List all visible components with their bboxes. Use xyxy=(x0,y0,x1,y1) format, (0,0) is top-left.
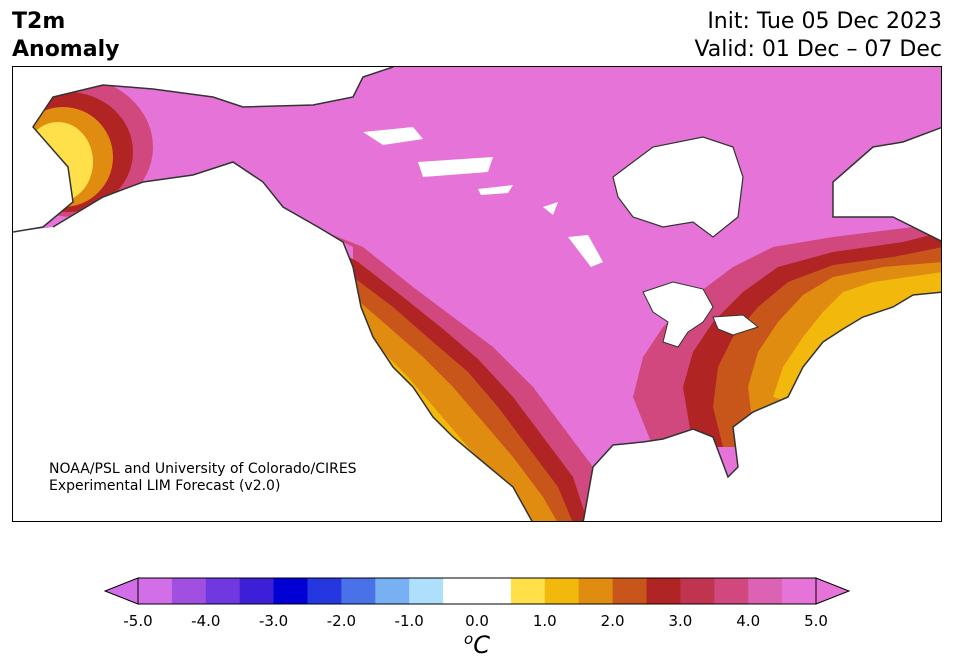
colorbar-tick-label: 5.0 xyxy=(804,612,828,630)
colorbar-tick-label: 3.0 xyxy=(668,612,693,630)
colorbar-segment xyxy=(171,578,207,604)
colorbar-segment xyxy=(714,578,749,604)
colorbar-border xyxy=(137,577,817,605)
colorbar-segment xyxy=(748,578,783,604)
coastline xyxy=(13,67,941,521)
colorbar-segment xyxy=(510,578,546,604)
colorbar-tick-label: -4.0 xyxy=(191,612,221,630)
valid-range: Valid: 01 Dec – 07 Dec xyxy=(694,37,942,62)
map-title: T2m Anomaly xyxy=(12,8,119,64)
colorbar-segment xyxy=(409,578,444,604)
colorbar-segment xyxy=(307,578,342,604)
date-info: Init: Tue 05 Dec 2023 Valid: 01 Dec – 07… xyxy=(694,8,942,64)
colorbar-segment xyxy=(239,578,275,604)
colorbar-segment xyxy=(341,578,376,604)
colorbar: -5.0 -4.0 -3.0 -2.0 -1.0 0.0 1.0 2.0 3.0 4.0 5.0 o… xyxy=(0,570,954,670)
colorbar-segment xyxy=(138,578,173,604)
map-svg xyxy=(13,67,941,521)
colorbar-tick-label: 4.0 xyxy=(736,612,761,630)
colorbar-over-arrow xyxy=(815,577,851,605)
credit-line-1: NOAA/PSL and University of Colorado/CIRE… xyxy=(49,461,357,477)
anomaly-map xyxy=(12,66,942,522)
colorbar-tick-label: -1.0 xyxy=(394,612,424,630)
colorbar-segment xyxy=(646,578,681,604)
colorbar-tick-label: -2.0 xyxy=(326,612,357,630)
colorbar-segment xyxy=(205,578,241,604)
colorbar-segment xyxy=(612,578,647,604)
init-date: Init: Tue 05 Dec 2023 xyxy=(707,9,942,34)
quantity-name: Anomaly xyxy=(12,37,120,62)
colorbar-tick-label: -3.0 xyxy=(258,612,289,630)
colorbar-segment xyxy=(680,578,715,604)
hudson-bay xyxy=(612,136,744,238)
variable-name: T2m xyxy=(12,9,66,34)
colorbar-segment xyxy=(443,578,478,604)
colorbar-segment xyxy=(273,578,308,604)
colorbar-tick-label: 2.0 xyxy=(600,612,625,630)
colorbar-tick-label: 0.0 xyxy=(465,612,489,630)
colorbar-under-arrow xyxy=(103,577,139,605)
colorbar-svg xyxy=(103,577,851,605)
colorbar-segment xyxy=(782,578,817,604)
credit-text: NOAA/PSL and University of Colorado/CIRE… xyxy=(49,461,357,495)
colorbar-segment xyxy=(578,578,614,604)
great-lakes xyxy=(642,281,760,348)
colorbar-tick-label: -5.0 xyxy=(123,612,153,630)
colorbar-segment xyxy=(375,578,410,604)
colorbar-tick-label: 1.0 xyxy=(532,612,557,630)
colorbar-unit: oC xyxy=(464,630,490,659)
colorbar-segment xyxy=(477,578,512,604)
colorbar-segment xyxy=(544,578,580,604)
credit-line-2: Experimental LIM Forecast (v2.0) xyxy=(49,478,281,494)
